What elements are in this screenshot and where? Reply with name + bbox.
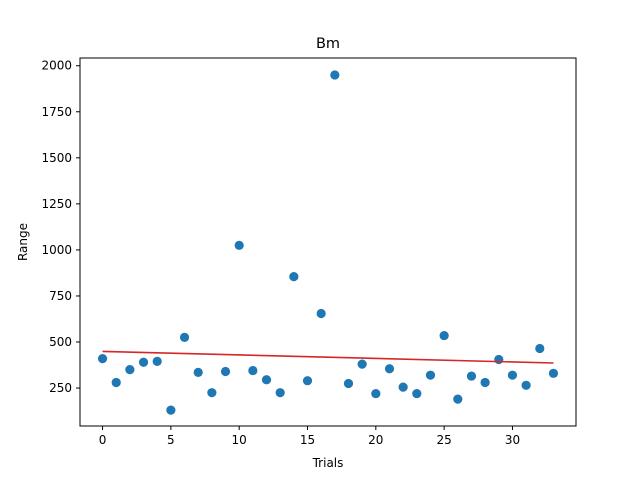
y-tick-label: 1000 [41, 243, 72, 257]
data-point [425, 370, 436, 380]
data-point [138, 357, 149, 367]
data-point [371, 388, 381, 399]
data-point [439, 330, 449, 341]
data-point [275, 388, 285, 398]
plot-frame [79, 57, 577, 427]
data-point [343, 378, 354, 389]
data-point [330, 70, 340, 80]
x-axis-label: Trials [312, 456, 344, 470]
plot-area [97, 70, 559, 415]
data-point [384, 364, 395, 374]
y-tick-label: 500 [49, 335, 72, 349]
chart-title: Bm [316, 36, 340, 52]
data-point [412, 388, 422, 399]
data-point [248, 365, 258, 376]
data-point [302, 376, 313, 386]
data-point [466, 371, 477, 381]
y-tick-label: 1250 [41, 197, 72, 211]
data-point [111, 377, 121, 388]
data-point [507, 370, 518, 380]
data-point [521, 380, 531, 390]
data-point [179, 332, 190, 343]
data-point [548, 368, 559, 378]
data-point [234, 240, 244, 250]
data-point [152, 356, 162, 366]
x-axis: 0 5 10 15 20 25 30 [99, 426, 520, 447]
x-tick-label: 0 [99, 433, 107, 447]
data-point [494, 354, 504, 365]
data-point [357, 359, 367, 369]
y-tick-label: 250 [49, 381, 72, 395]
data-point [398, 382, 408, 392]
x-tick-label: 30 [505, 433, 520, 447]
y-axis-label: Range [16, 223, 30, 261]
y-tick-label: 1750 [41, 105, 72, 119]
data-point [125, 365, 135, 375]
data-point [220, 366, 231, 377]
data-point [535, 343, 545, 354]
x-tick-label: 20 [368, 433, 383, 447]
data-point [261, 375, 272, 385]
y-tick-label: 750 [49, 289, 72, 303]
data-point [97, 353, 108, 364]
x-tick-label: 25 [437, 433, 452, 447]
data-point [453, 394, 463, 404]
data-point [166, 405, 176, 415]
data-point [289, 272, 299, 282]
x-tick-label: 15 [300, 433, 315, 447]
data-point [480, 377, 490, 388]
y-axis: 250 500 750 1000 1250 1500 1750 2000 [41, 59, 80, 395]
data-point [193, 367, 203, 378]
y-tick-label: 1500 [41, 151, 72, 165]
data-point [316, 308, 326, 319]
x-tick-label: 5 [167, 433, 175, 447]
x-tick-label: 10 [232, 433, 247, 447]
trend-line [102, 350, 554, 364]
data-point [207, 388, 217, 398]
y-tick-label: 2000 [41, 59, 72, 73]
